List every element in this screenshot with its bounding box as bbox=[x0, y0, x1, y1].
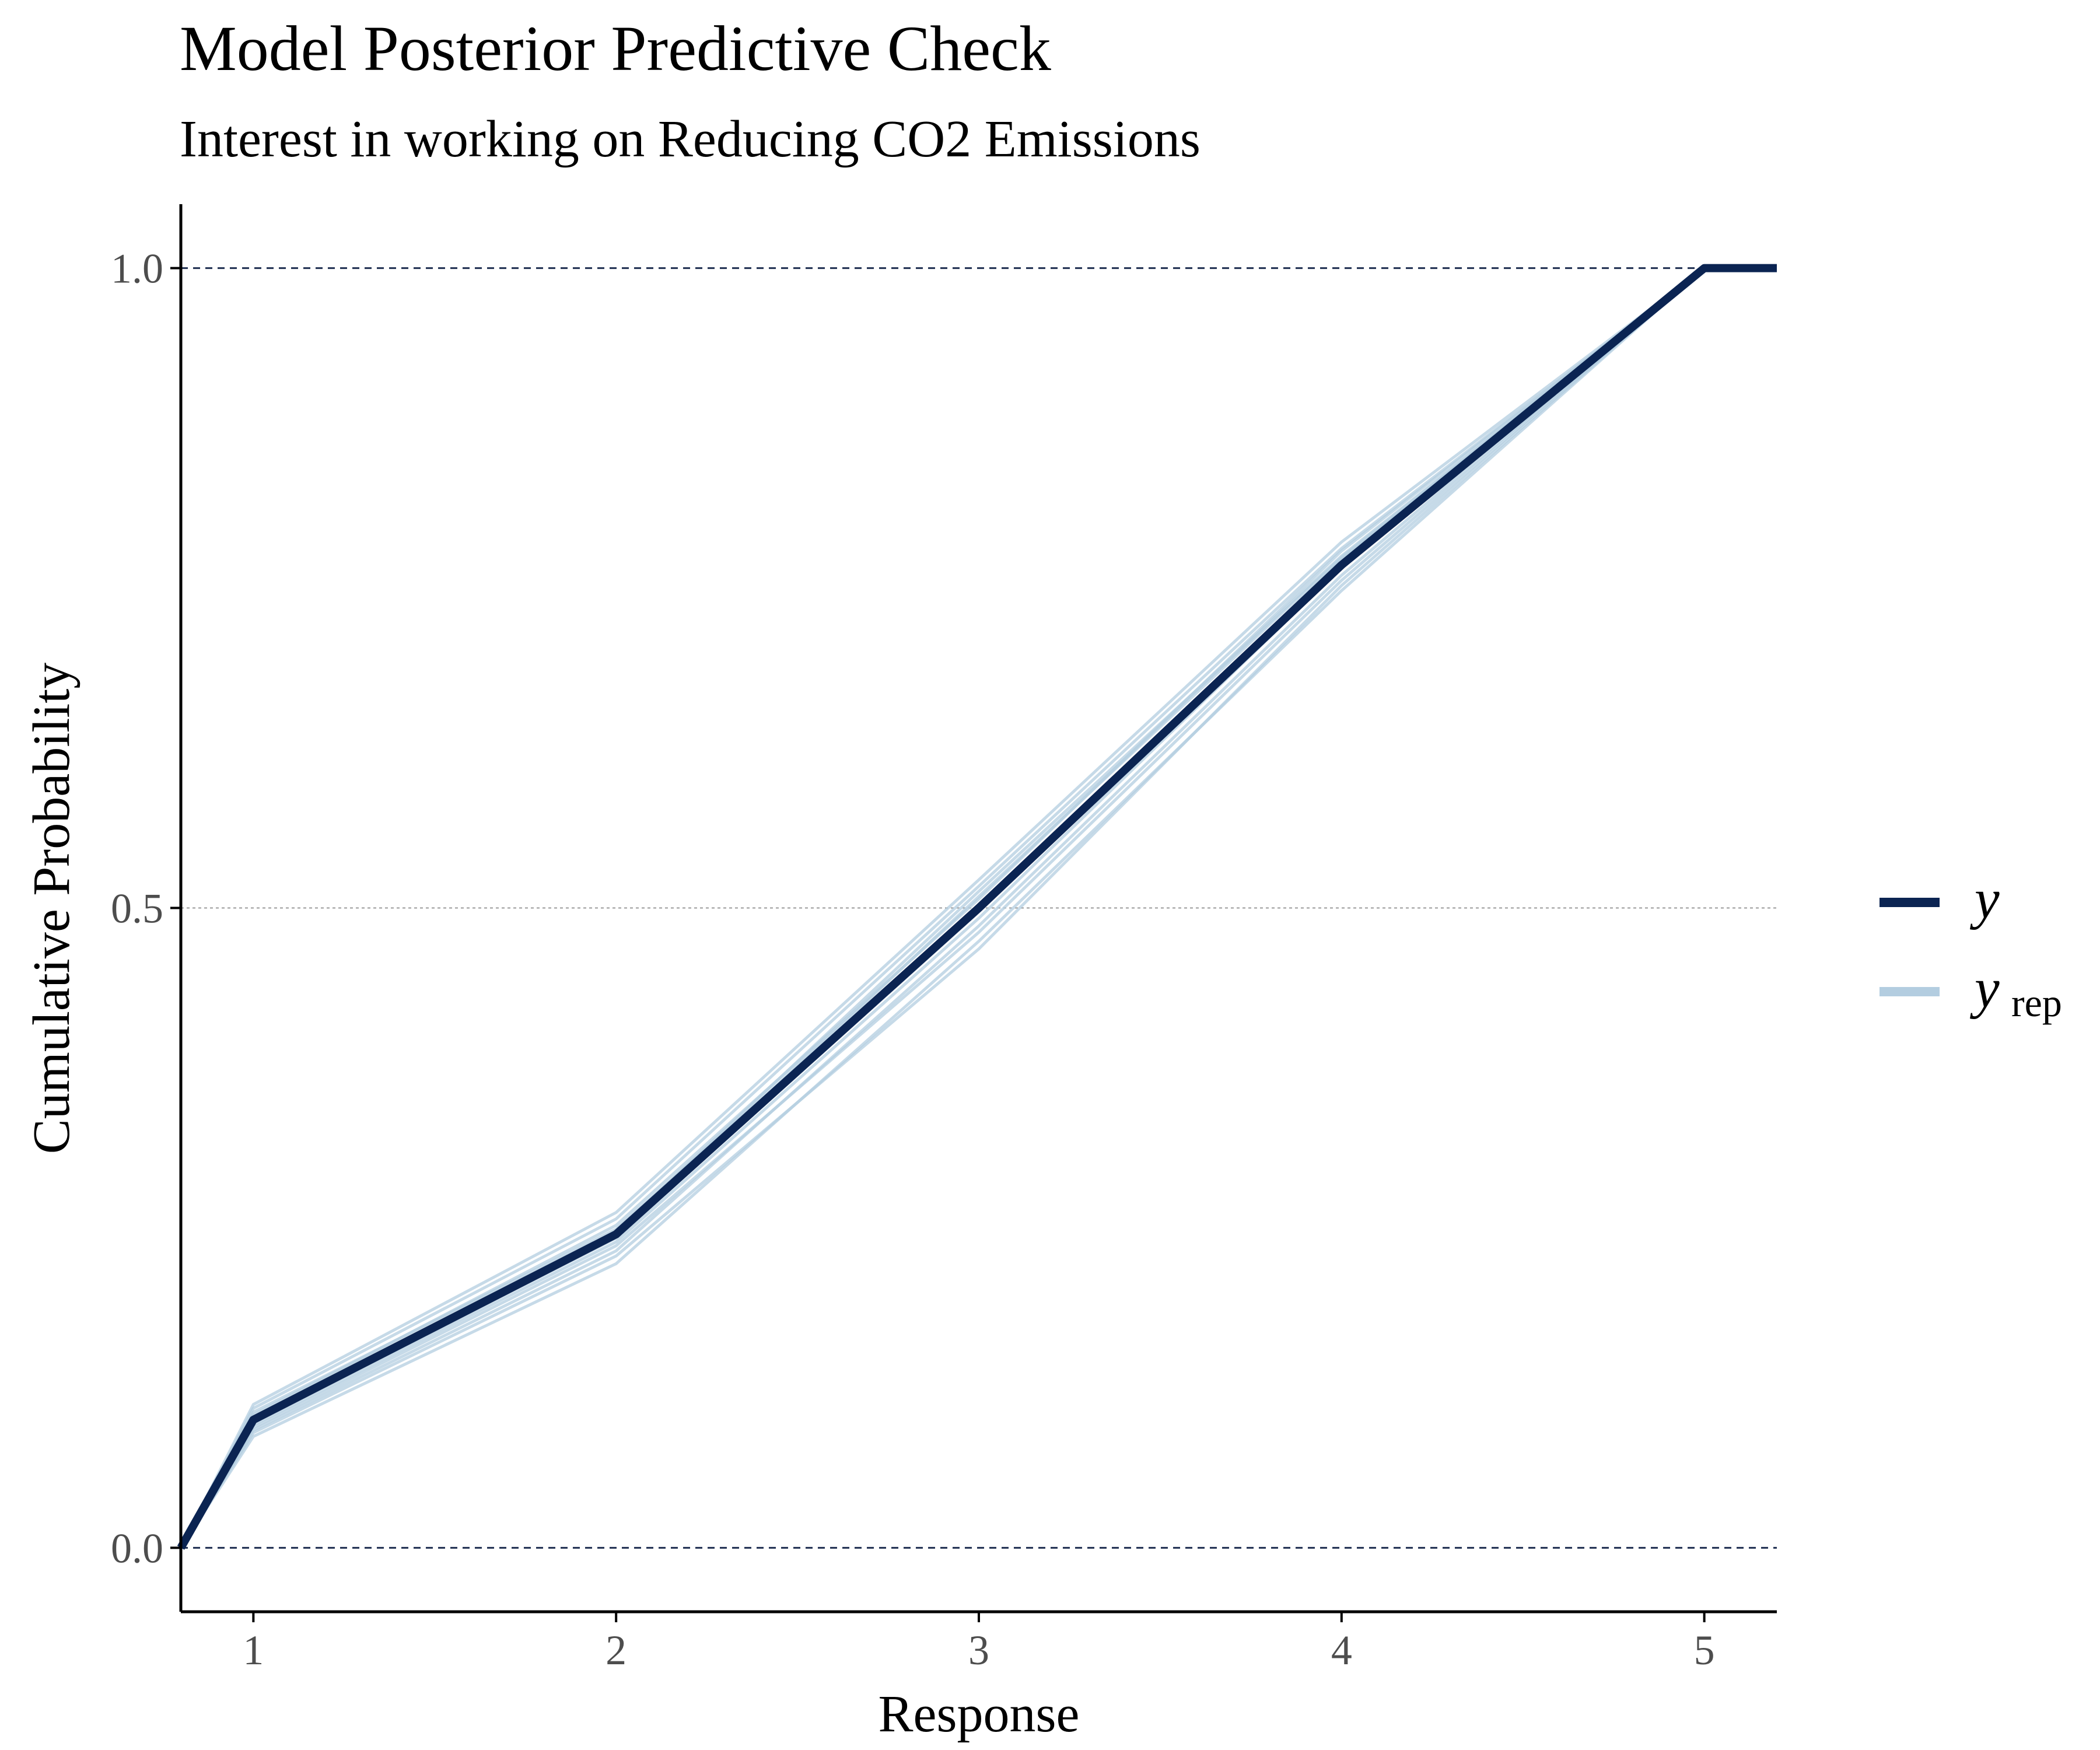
y-axis-ticks: 0.0 0.5 1.0 bbox=[111, 246, 181, 1572]
x-tick-label: 4 bbox=[1331, 1627, 1352, 1674]
legend: yy rep bbox=[1880, 867, 2062, 1025]
y-series bbox=[177, 264, 1777, 1550]
x-tick-label: 2 bbox=[606, 1627, 626, 1674]
y-tick-label: 0.0 bbox=[111, 1525, 163, 1572]
x-tick-label: 5 bbox=[1694, 1627, 1715, 1674]
y-line bbox=[177, 264, 1777, 1550]
legend-subscript-yrep: rep bbox=[2011, 981, 2062, 1025]
y-tick-label: 0.5 bbox=[111, 886, 163, 932]
chart-subtitle: Interest in working on Reducing CO2 Emis… bbox=[180, 110, 1200, 168]
x-tick-label: 3 bbox=[968, 1627, 989, 1674]
legend-label-yrep: y bbox=[1969, 957, 2000, 1019]
x-tick-label: 1 bbox=[243, 1627, 264, 1674]
legend-label-y: y bbox=[1969, 867, 2000, 930]
x-axis-ticks: 1 2 3 4 5 bbox=[243, 1612, 1715, 1674]
y-tick-label: 1.0 bbox=[111, 246, 163, 292]
chart-title: Model Posterior Predictive Check bbox=[180, 13, 1051, 84]
reference-lines bbox=[181, 267, 1777, 1549]
y-axis-label: Cumulative Probability bbox=[23, 663, 80, 1154]
x-axis-label: Response bbox=[878, 1685, 1080, 1743]
